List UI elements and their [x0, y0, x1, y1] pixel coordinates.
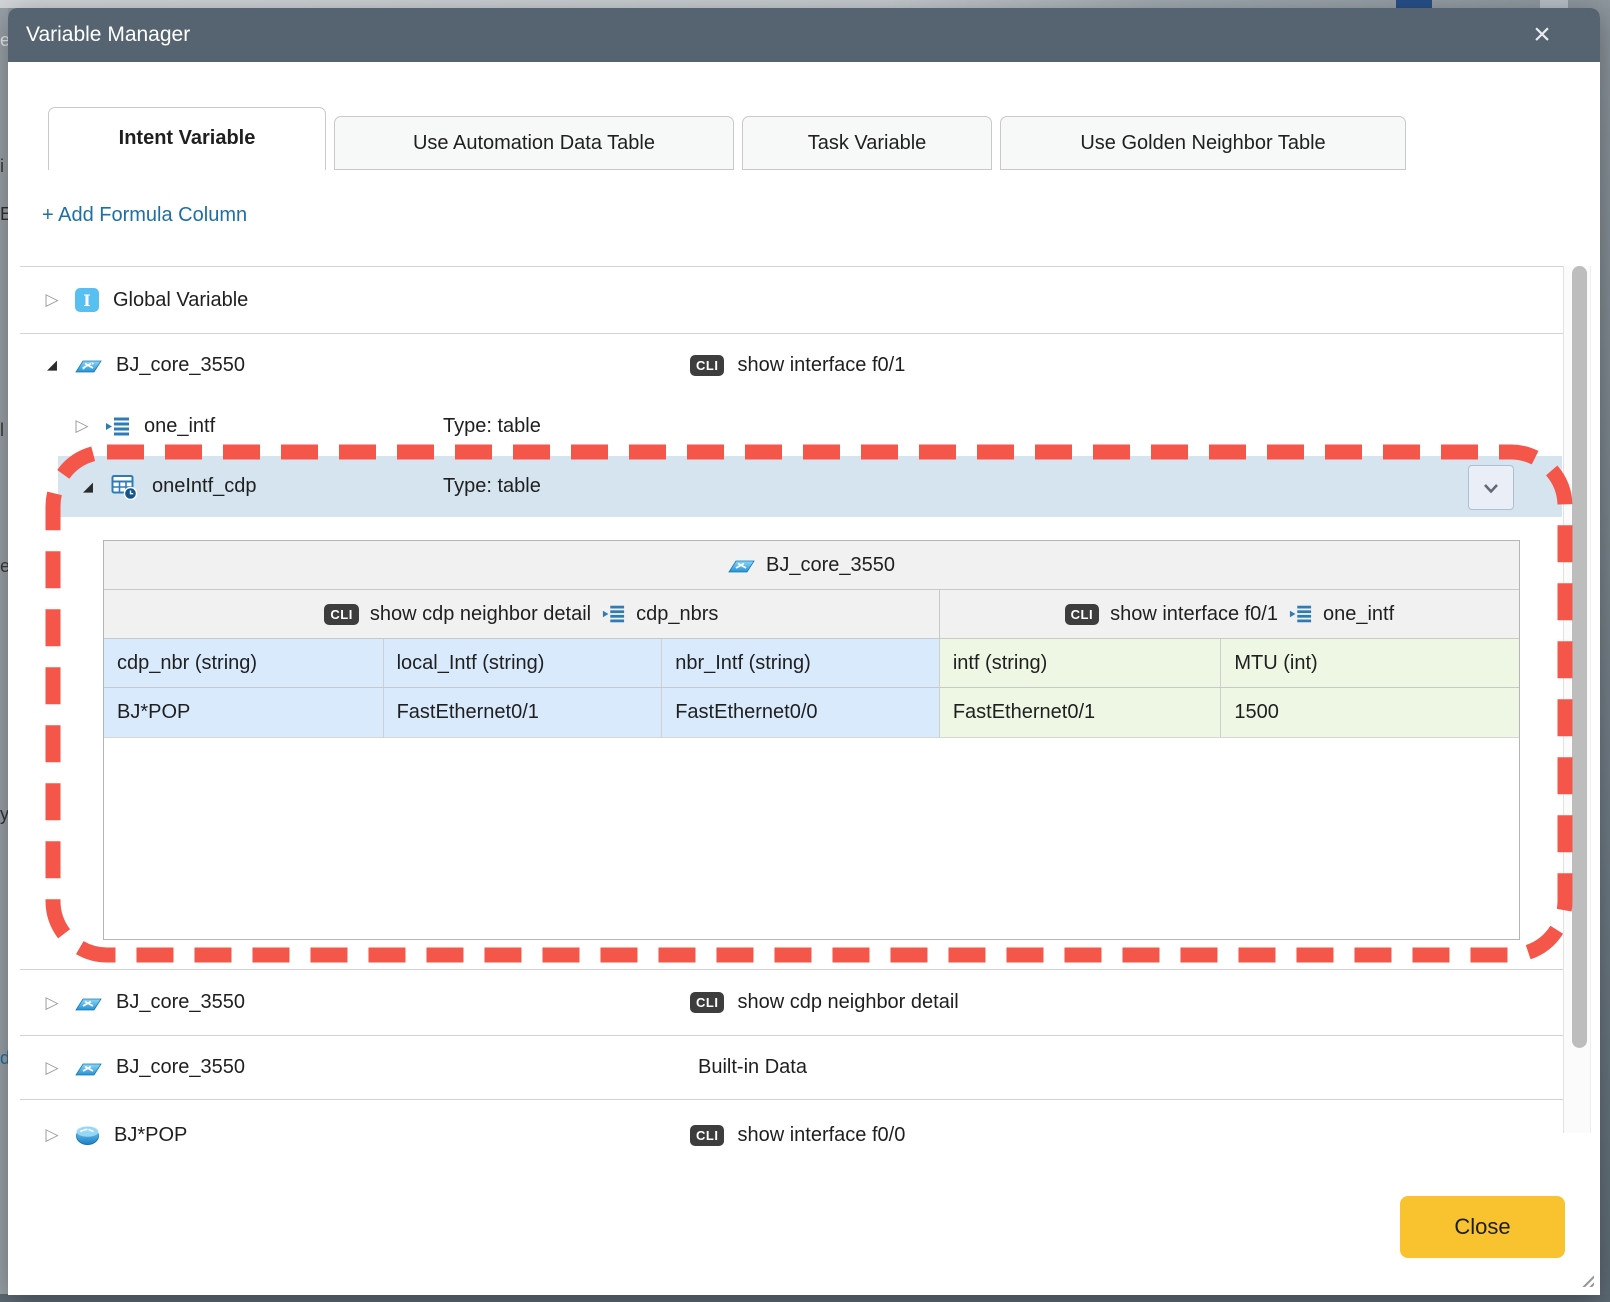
variable-preview-table: BJ_core_3550 CLI show cdp neighbor detai… [103, 540, 1520, 940]
cli-command-text: show interface f0/0 [737, 1124, 905, 1147]
cli-command-text: show interface f0/1 [737, 354, 905, 377]
table-clock-variable-icon [111, 474, 138, 500]
background-text-fragment: y [0, 804, 8, 824]
table-cell: FastEthernet0/0 [662, 688, 940, 737]
table-device-name: BJ_core_3550 [766, 554, 895, 577]
expand-collapsed-icon[interactable]: ▷ [42, 1125, 62, 1145]
variable-type-text: Type: table [443, 475, 541, 498]
background-text-fragment: l [0, 420, 8, 440]
expand-collapsed-icon[interactable]: ▷ [72, 416, 92, 436]
table-cell: 1500 [1221, 688, 1519, 737]
tree-row-label: BJ_core_3550 [116, 1056, 245, 1079]
switch-device-icon [75, 1058, 102, 1078]
expand-collapsed-icon[interactable]: ▷ [42, 290, 62, 310]
page-backdrop-bottom [0, 1294, 1610, 1302]
cli-badge: CLI [324, 604, 358, 625]
tree-row-global-variable[interactable]: ▷ I Global Variable [20, 267, 1566, 334]
page-backdrop-accent-2 [1540, 0, 1568, 8]
background-text-fragment: d [0, 1048, 8, 1068]
dialog-titlebar: Variable Manager × [8, 8, 1600, 62]
table-variable-icon [1289, 604, 1312, 624]
column-header: nbr_Intf (string) [662, 639, 940, 687]
table-device-header: BJ_core_3550 [104, 541, 1519, 590]
table-data-row: BJ*POP FastEthernet0/1 FastEthernet0/0 F… [104, 688, 1519, 738]
tree-row-device[interactable]: ▷ BJ_core_3550 CLI show cdp neighbor det… [20, 969, 1566, 1036]
tab-intent-variable[interactable]: Intent Variable [48, 107, 326, 170]
variable-type-text: Type: table [443, 415, 541, 438]
command-text: show cdp neighbor detail [370, 603, 591, 626]
tree-row-one-intf[interactable]: ▷ one_intf Type: table [20, 396, 1566, 456]
page-backdrop-accent [1396, 0, 1432, 8]
background-text-fragment: i [0, 156, 8, 176]
close-icon[interactable]: × [1524, 17, 1560, 53]
tree-row-label: BJ_core_3550 [116, 991, 245, 1014]
cli-badge: CLI [690, 992, 724, 1013]
router-device-icon [75, 1123, 100, 1147]
close-button[interactable]: Close [1400, 1196, 1565, 1258]
chevron-down-icon [1480, 478, 1502, 498]
tab-use-golden-neighbor-table[interactable]: Use Golden Neighbor Table [1000, 116, 1406, 170]
variable-name: cdp_nbrs [636, 603, 718, 626]
tree-row-label: Global Variable [113, 289, 248, 312]
switch-device-icon [728, 555, 755, 575]
tree-row-device[interactable]: ▷ BJ_core_3550 Built-in Data [20, 1036, 1566, 1100]
tree-row-label: one_intf [144, 415, 215, 438]
background-text-fragment: e [0, 556, 8, 576]
tree-row-device[interactable]: ▷ BJ*POP CLI show interface f0/0 [20, 1100, 1566, 1170]
switch-device-icon [75, 355, 102, 375]
cli-badge: CLI [690, 355, 724, 376]
column-header: intf (string) [940, 639, 1222, 687]
dialog-title: Variable Manager [26, 8, 190, 62]
tree-row-oneintf-cdp-selected[interactable]: ◢ oneIntf_cdp Type: table [58, 456, 1562, 517]
tree-row-device[interactable]: ◢ BJ_core_3550 CLI show interface f0/1 [20, 334, 1566, 396]
expand-collapsed-icon[interactable]: ▷ [42, 993, 62, 1013]
column-header: local_Intf (string) [384, 639, 663, 687]
expand-expanded-icon[interactable]: ◢ [78, 479, 98, 495]
table-cell: FastEthernet0/1 [940, 688, 1222, 737]
column-header: MTU (int) [1221, 639, 1519, 687]
table-cell: BJ*POP [104, 688, 384, 737]
resize-handle-icon[interactable] [1579, 1272, 1594, 1287]
switch-device-icon [75, 993, 102, 1013]
page-backdrop-right [1600, 8, 1610, 1296]
table-command-header-row: CLI show cdp neighbor detail cdp_nbrs [104, 590, 1519, 639]
variable-tree: ▷ I Global Variable ◢ BJ_core_3550 CLI [20, 266, 1566, 1170]
tree-row-label: BJ_core_3550 [116, 354, 245, 377]
expand-collapsed-icon[interactable]: ▷ [42, 1058, 62, 1078]
scrollbar-thumb[interactable] [1572, 266, 1587, 1048]
background-text-fragment: E [0, 204, 8, 224]
tab-task-variable[interactable]: Task Variable [742, 116, 992, 170]
cli-command-text: show cdp neighbor detail [737, 991, 958, 1014]
tab-use-automation-data-table[interactable]: Use Automation Data Table [334, 116, 734, 170]
table-column-header-row: cdp_nbr (string) local_Intf (string) nbr… [104, 639, 1519, 688]
add-formula-column-link[interactable]: + Add Formula Column [42, 204, 247, 227]
table-variable-icon [105, 416, 130, 437]
page-backdrop-top [0, 0, 1610, 8]
builtin-data-text: Built-in Data [698, 1056, 807, 1079]
background-text-fragment: e [0, 30, 8, 50]
cli-badge: CLI [690, 1125, 724, 1146]
cli-badge: CLI [1065, 604, 1099, 625]
variable-name: one_intf [1323, 603, 1394, 626]
global-variable-icon: I [75, 288, 99, 312]
variable-manager-dialog: Variable Manager × Intent Variable Use A… [8, 8, 1600, 1295]
row-options-dropdown-button[interactable] [1468, 465, 1514, 510]
tree-row-label: BJ*POP [114, 1124, 187, 1147]
command-group-intf: CLI show interface f0/1 one_intf [940, 590, 1519, 638]
table-variable-icon [602, 604, 625, 624]
page-backdrop-left: e i El e y d [0, 8, 8, 1296]
tree-row-label: oneIntf_cdp [152, 475, 257, 498]
tab-bar: Intent Variable Use Automation Data Tabl… [48, 107, 1414, 170]
expand-expanded-icon[interactable]: ◢ [42, 357, 62, 373]
table-cell: FastEthernet0/1 [384, 688, 663, 737]
column-header: cdp_nbr (string) [104, 639, 384, 687]
command-group-cdp: CLI show cdp neighbor detail cdp_nbrs [104, 590, 940, 638]
command-text: show interface f0/1 [1110, 603, 1278, 626]
